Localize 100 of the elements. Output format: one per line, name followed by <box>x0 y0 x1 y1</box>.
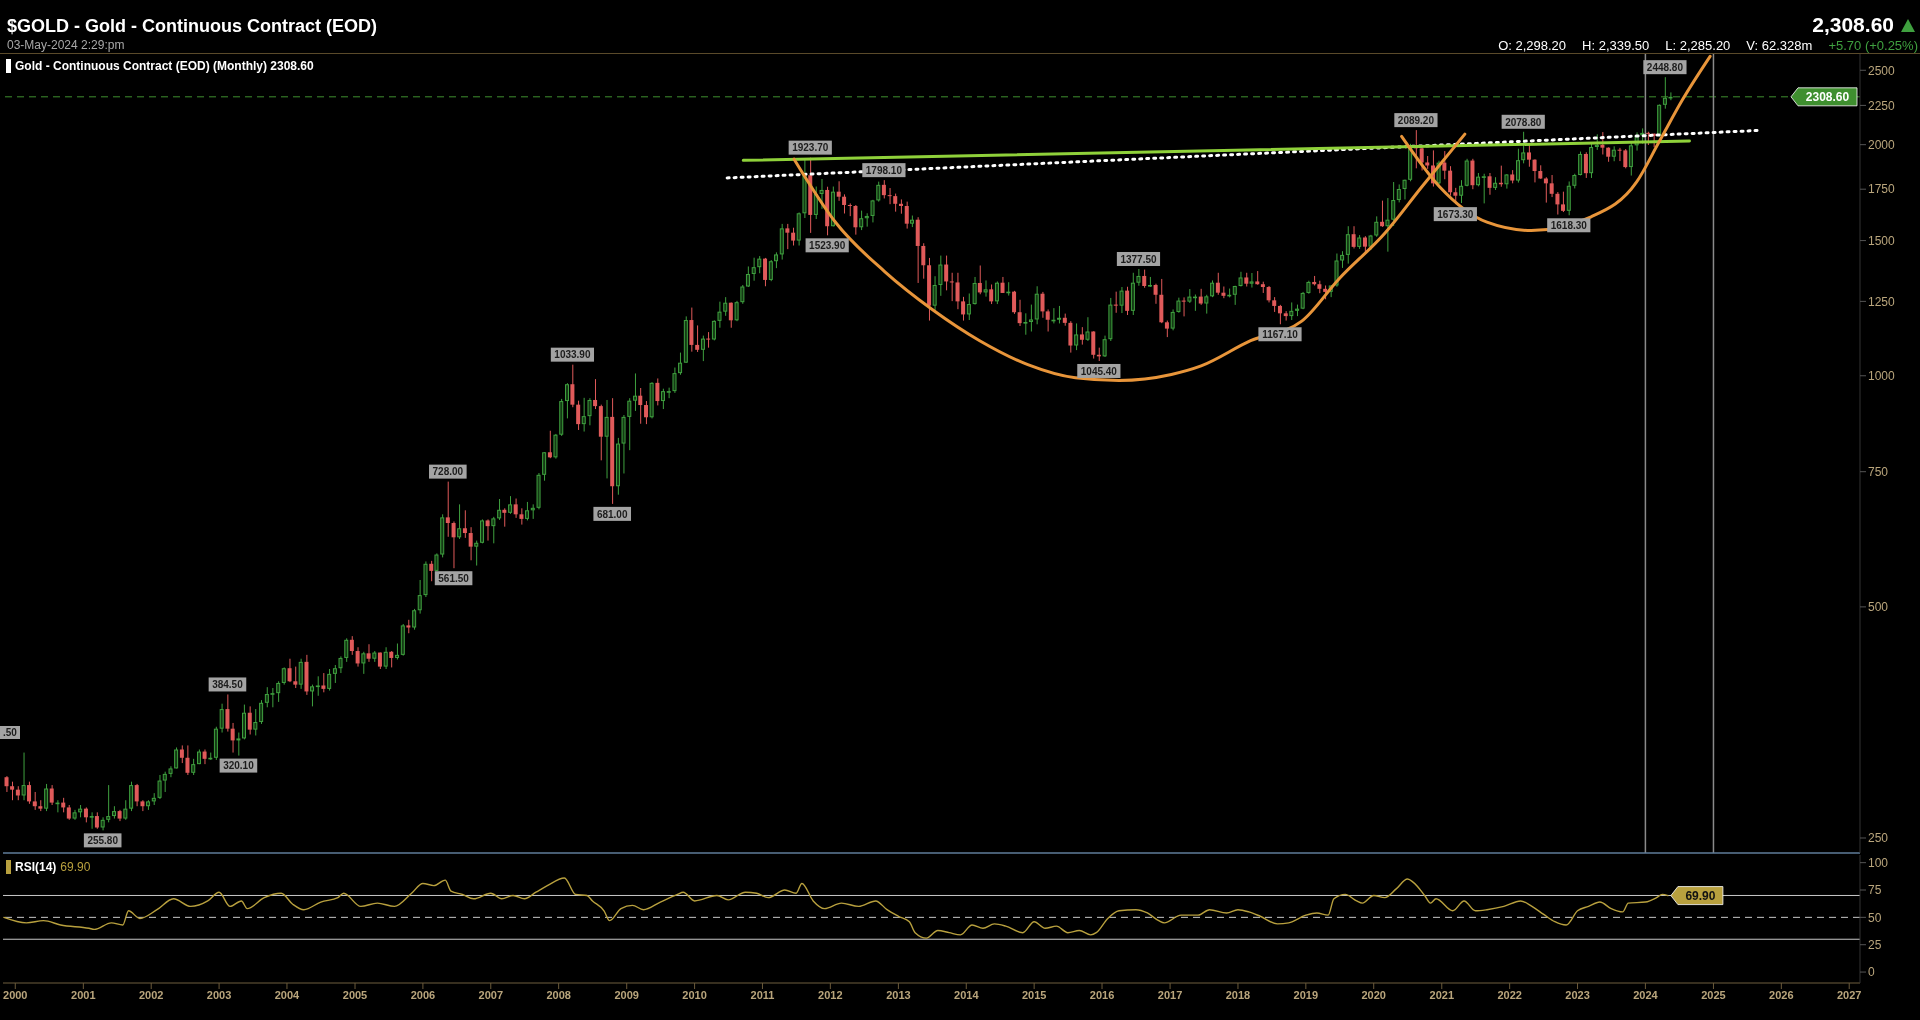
candlestick <box>633 372 638 412</box>
candlestick <box>627 397 632 451</box>
candlestick <box>904 201 909 230</box>
candlestick <box>219 703 224 734</box>
annotation: Gold - Continuous Contract (EOD) (Monthly) 2308.60 <box>15 59 314 73</box>
candlestick <box>955 272 960 310</box>
x-tick-label: 2005 <box>342 988 368 1001</box>
x-tick-label: 2013 <box>886 988 911 1001</box>
annotation: 1045.40 <box>1080 365 1118 377</box>
candlestick <box>21 752 26 801</box>
candlestick <box>247 705 252 735</box>
x-tick-label: 2007 <box>478 988 504 1001</box>
x-tick-label: 2002 <box>138 988 164 1001</box>
candlestick <box>344 637 349 663</box>
y-tick-label: 0 <box>1868 965 1875 980</box>
candlestick <box>1583 151 1588 179</box>
candlestick <box>542 451 547 482</box>
candlestick <box>570 364 575 408</box>
candlestick <box>429 560 434 582</box>
candlestick <box>983 279 988 298</box>
candlestick <box>1442 150 1447 180</box>
candlestick <box>1040 291 1045 319</box>
annotation: 561.50 <box>438 573 470 585</box>
candlestick <box>717 301 722 329</box>
candlestick <box>287 658 292 683</box>
candlestick <box>366 643 371 663</box>
candlestick <box>593 378 598 410</box>
candlestick <box>1345 225 1350 265</box>
annotation: 1673.30 <box>1437 208 1474 220</box>
text: L: 2,285.20 <box>1665 38 1731 53</box>
candlestick <box>519 507 524 526</box>
candlestick <box>445 481 450 538</box>
candlestick <box>1125 286 1130 316</box>
candlestick <box>298 658 303 690</box>
candlestick <box>1045 308 1050 333</box>
candlestick <box>565 382 570 419</box>
y-tick-label: 1250 <box>1868 294 1896 309</box>
y-tick-label: 1750 <box>1868 182 1896 197</box>
candlestick <box>185 744 190 776</box>
candlestick <box>1459 179 1464 204</box>
annotation: 320.10 <box>223 760 255 772</box>
candlestick <box>819 178 824 210</box>
candlestick <box>259 699 264 725</box>
candlestick <box>412 608 417 631</box>
x-tick-label: 2015 <box>1021 988 1047 1001</box>
y-tick-label: 500 <box>1868 600 1889 615</box>
candlestick <box>678 352 683 376</box>
candlestick <box>1023 312 1028 336</box>
x-tick-label: 2001 <box>71 988 96 1001</box>
candlestick <box>695 324 700 353</box>
candlestick <box>1091 330 1096 360</box>
x-tick-label: 2024 <box>1633 988 1659 1001</box>
candlestick <box>1170 308 1175 331</box>
x-tick-label: 2004 <box>274 988 301 1001</box>
candlestick <box>349 635 354 656</box>
candlestick <box>1113 291 1118 314</box>
x-tick-label: 2022 <box>1497 988 1522 1001</box>
candlestick <box>276 680 281 703</box>
y-tick-label: 75 <box>1868 883 1882 898</box>
annotation: 1618.30 <box>1550 220 1588 232</box>
candlestick <box>547 430 552 459</box>
candlestick <box>1215 272 1220 296</box>
candlestick <box>706 331 711 349</box>
candlestick <box>474 540 479 567</box>
candlestick <box>893 193 898 213</box>
x-tick-label: 2003 <box>206 988 232 1001</box>
annotation: 1798.10 <box>865 164 903 176</box>
x-tick-label: 2010 <box>682 988 707 1001</box>
candlestick <box>1391 181 1396 227</box>
text: V: 62.328m <box>1746 38 1813 53</box>
y-tick-label: 1500 <box>1868 233 1896 248</box>
annotation: .50 <box>0 726 20 739</box>
candlestick <box>847 202 852 217</box>
y-tick-label: 1000 <box>1868 369 1896 384</box>
candlestick <box>310 684 315 707</box>
candlestick <box>134 783 139 807</box>
candlestick <box>763 257 768 287</box>
candlestick <box>836 180 841 202</box>
candlestick <box>44 783 49 812</box>
candlestick <box>123 799 128 821</box>
y-tick-label: 2250 <box>1868 98 1896 113</box>
annotation: 2448.80 <box>1646 61 1684 73</box>
annotation: 1377.50 <box>1120 253 1157 265</box>
candlestick <box>887 187 892 205</box>
text: 2,308.60 <box>1812 13 1894 37</box>
candlestick <box>859 210 864 231</box>
candlestick <box>1136 268 1141 287</box>
candlestick <box>513 498 518 519</box>
candlestick <box>734 300 739 322</box>
candlestick <box>1555 191 1560 216</box>
text: +5.70 (+0.25%) <box>1828 38 1918 53</box>
candlestick <box>1561 191 1566 213</box>
annotation: 1033.90 <box>554 349 591 361</box>
chart-title: $GOLD - Gold - Continuous Contract (EOD) <box>7 16 377 37</box>
candlestick <box>1142 269 1147 289</box>
candlestick <box>485 518 490 542</box>
candlestick <box>1277 304 1282 325</box>
candlestick <box>1181 296 1186 317</box>
candlestick <box>842 193 847 214</box>
candlestick <box>638 387 643 425</box>
